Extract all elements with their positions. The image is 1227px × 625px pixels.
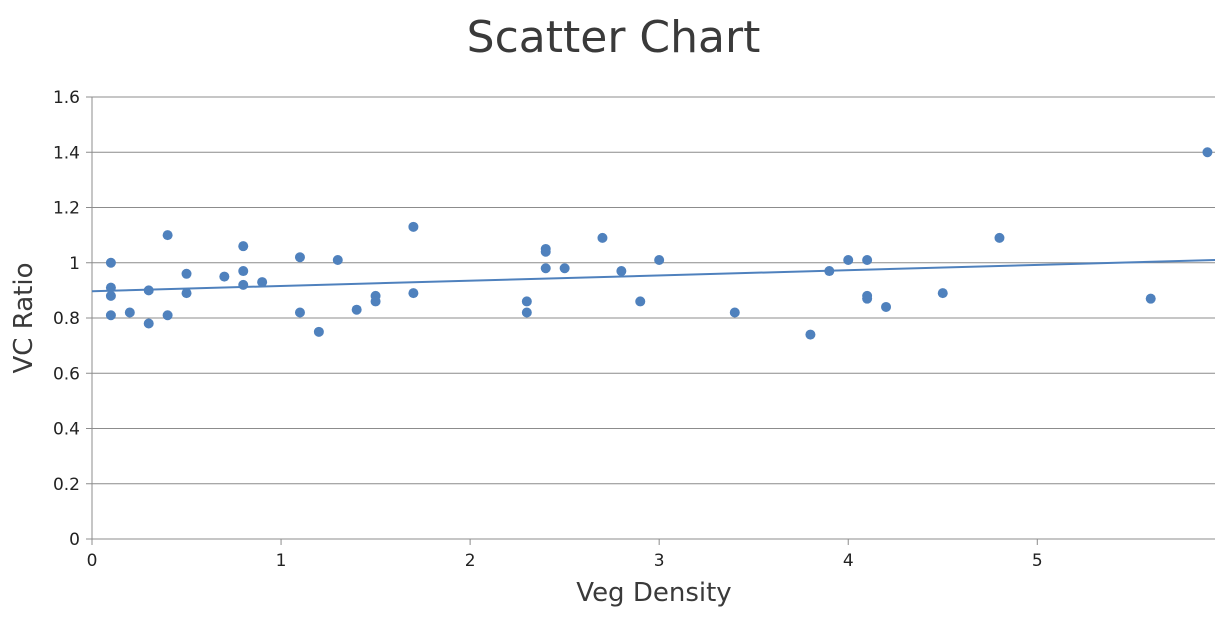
- data-point: [843, 254, 854, 265]
- data-point: [294, 307, 305, 318]
- y-axis-title: VC Ratio: [9, 263, 39, 374]
- data-point: [181, 288, 192, 299]
- data-point: [162, 230, 173, 241]
- y-tick-label: 0.8: [53, 309, 80, 329]
- data-point: [181, 268, 192, 279]
- x-tick-label: 5: [1032, 551, 1043, 571]
- y-tick-label: 0.2: [53, 475, 80, 495]
- y-tick-label: 1.4: [53, 143, 80, 163]
- data-point: [257, 277, 268, 288]
- data-point: [521, 307, 532, 318]
- data-point: [521, 296, 532, 307]
- data-point: [332, 254, 343, 265]
- data-point: [370, 296, 381, 307]
- y-tick-label: 1: [69, 254, 80, 274]
- data-point: [408, 221, 419, 232]
- data-point: [881, 301, 892, 312]
- data-point: [238, 241, 249, 252]
- axes: [86, 96, 1215, 545]
- data-point: [994, 232, 1005, 243]
- data-point: [313, 326, 324, 337]
- data-point: [143, 285, 154, 296]
- data-point: [105, 257, 116, 268]
- data-point: [105, 282, 116, 293]
- data-point: [238, 279, 249, 290]
- data-point: [937, 288, 948, 299]
- trendline: [91, 258, 1216, 293]
- data-point: [351, 304, 362, 315]
- data-point: [294, 252, 305, 263]
- data-point: [862, 293, 873, 304]
- chart-title: Scatter Chart: [466, 12, 761, 63]
- data-point: [654, 254, 665, 265]
- x-tick-label: 0: [87, 551, 98, 571]
- data-point: [143, 318, 154, 329]
- y-tick-labels: 0 0.2 0.4 0.6 0.8 1 1.2 1.4 1.6: [53, 88, 80, 550]
- data-point: [1145, 293, 1156, 304]
- y-tick-label: 1.6: [53, 88, 80, 108]
- data-point: [597, 232, 608, 243]
- x-tick-label: 1: [276, 551, 287, 571]
- data-point: [862, 254, 873, 265]
- data-point: [105, 290, 116, 301]
- x-tick-label: 2: [465, 551, 476, 571]
- data-point: [559, 263, 570, 274]
- data-point: [219, 271, 230, 282]
- data-point: [729, 307, 740, 318]
- data-points: [105, 147, 1213, 340]
- data-point: [616, 266, 627, 277]
- data-point: [540, 263, 551, 274]
- x-tick-label: 3: [654, 551, 665, 571]
- data-point: [824, 266, 835, 277]
- data-point: [105, 310, 116, 321]
- data-point: [1202, 147, 1213, 158]
- y-tick-label: 0: [69, 530, 80, 550]
- data-point: [540, 246, 551, 257]
- gridlines: [92, 96, 1215, 485]
- data-point: [162, 310, 173, 321]
- data-point: [408, 288, 419, 299]
- data-point: [635, 296, 646, 307]
- y-tick-label: 0.6: [53, 364, 80, 384]
- x-tick-label: 4: [843, 551, 854, 571]
- x-tick-labels: 0 1 2 3 4 5: [87, 551, 1043, 571]
- x-axis-title: Veg Density: [576, 578, 731, 608]
- y-tick-label: 1.2: [53, 199, 80, 219]
- data-point: [238, 266, 249, 277]
- data-point: [805, 329, 816, 340]
- data-point: [124, 307, 135, 318]
- y-tick-label: 0.4: [53, 420, 80, 440]
- trendline-group: [91, 258, 1216, 293]
